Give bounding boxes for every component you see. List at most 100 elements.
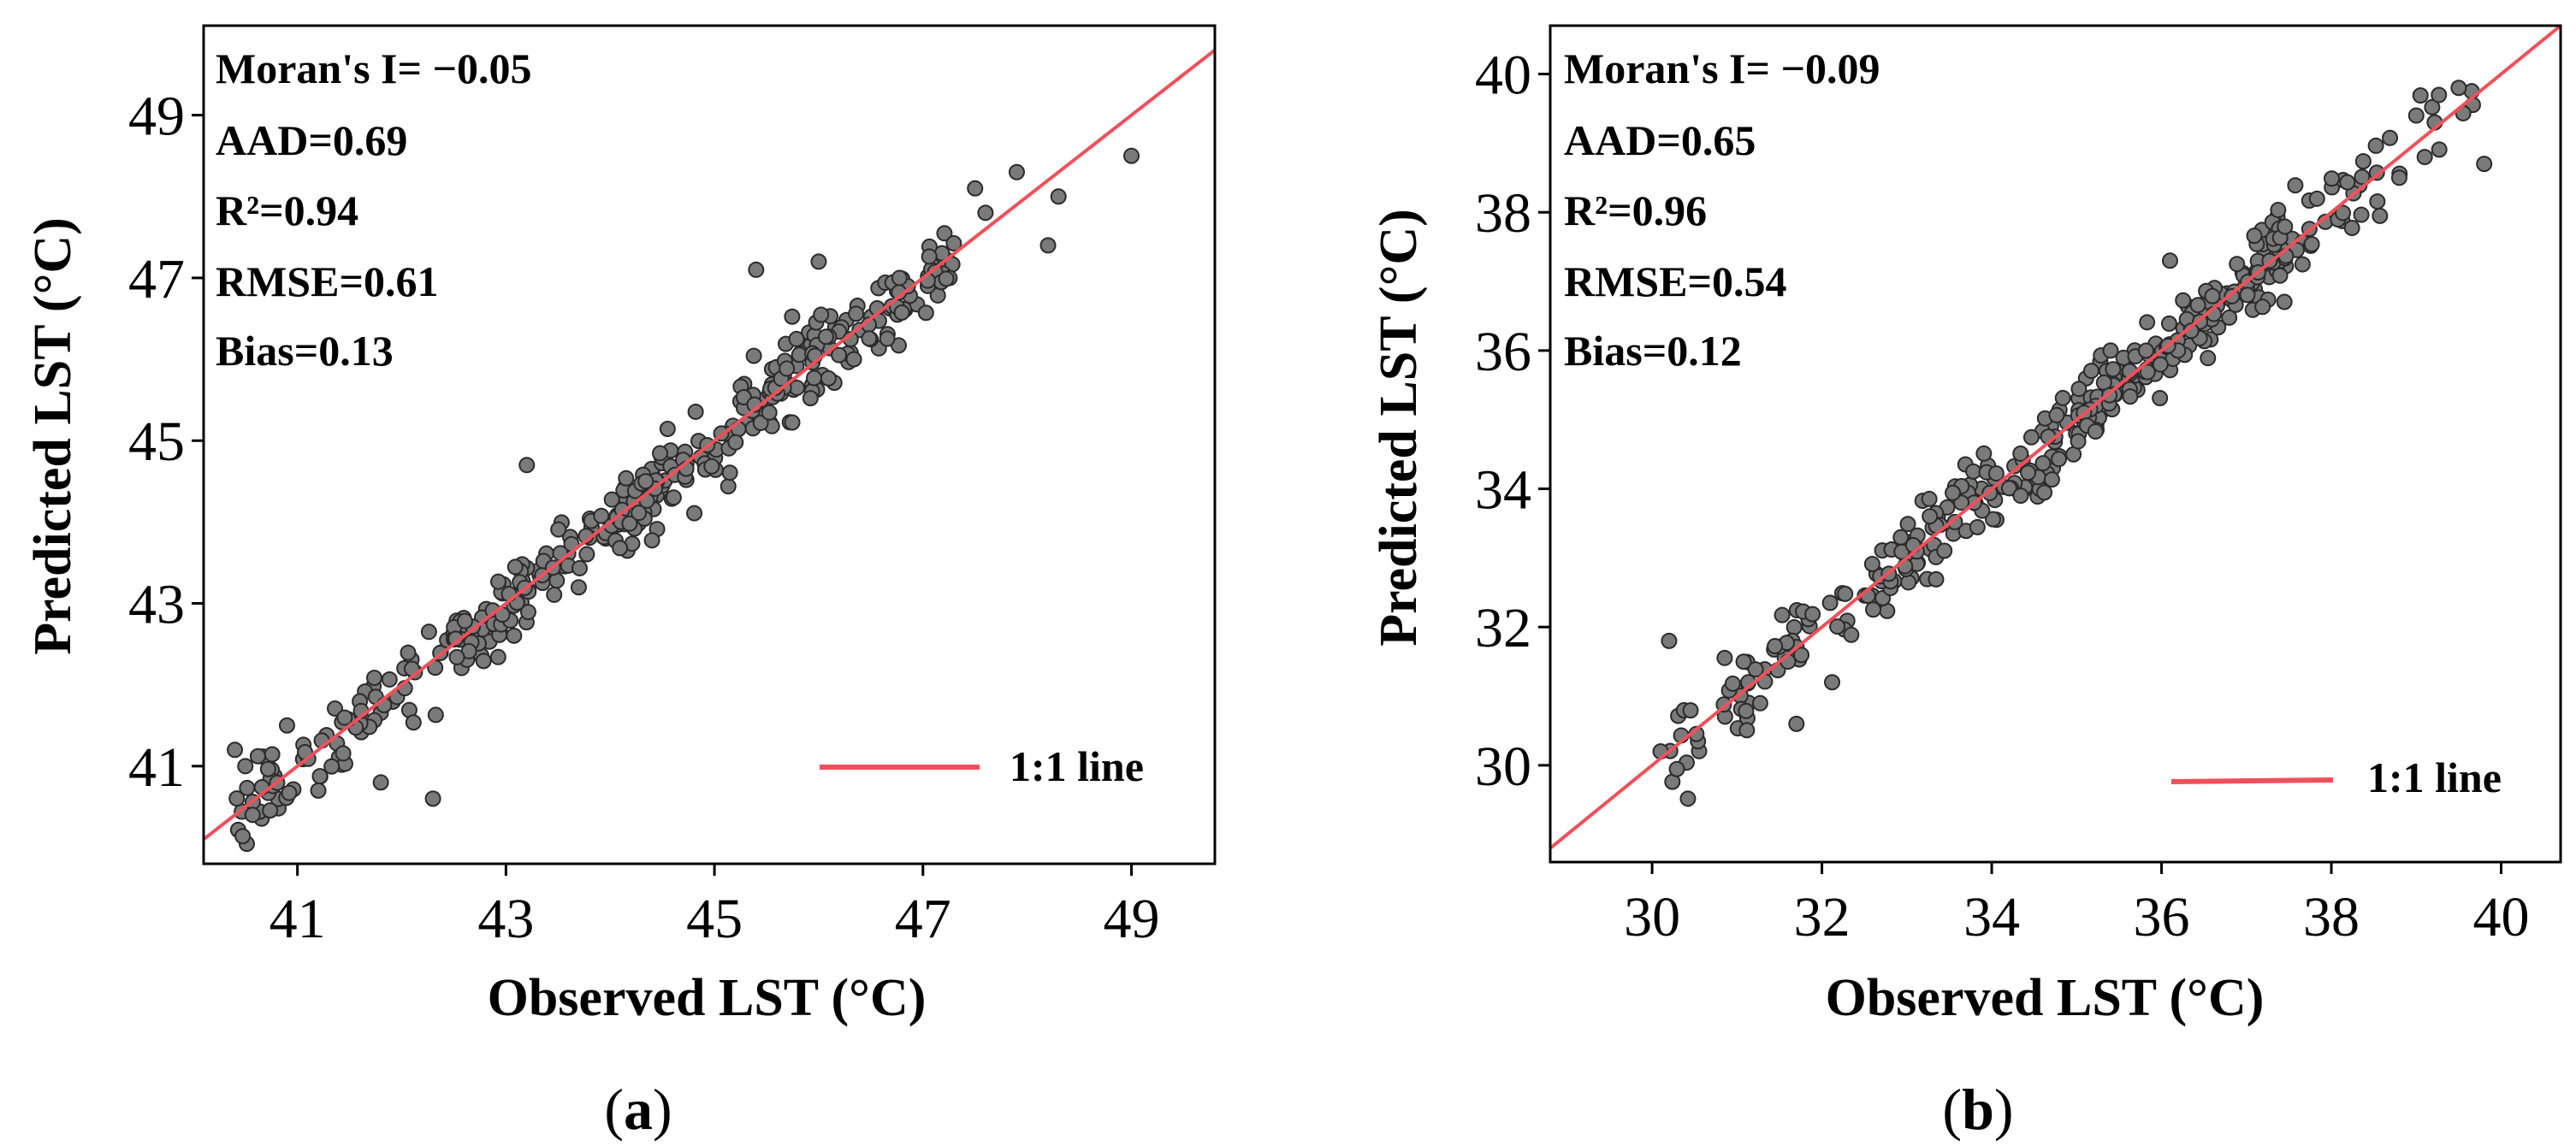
data-point — [264, 746, 281, 763]
data-point — [831, 346, 848, 363]
panel-a-reference-line — [202, 48, 1217, 842]
data-point — [2137, 342, 2154, 359]
data-point — [2476, 156, 2493, 173]
data-point — [2152, 389, 2169, 406]
data-point — [2353, 206, 2370, 223]
data-point — [1965, 463, 1982, 480]
data-point — [249, 747, 266, 765]
data-point — [2012, 445, 2029, 462]
data-point — [2054, 389, 2071, 406]
x-tick-label: 38 — [2303, 886, 2360, 948]
data-point — [2323, 170, 2340, 187]
data-point — [1767, 638, 1784, 655]
panel-b-plot-area: 30 32 34 36 38 40 30 32 34 36 38 40 Moran's I= −0.0… — [1475, 24, 2562, 948]
data-point — [2122, 388, 2139, 405]
data-point — [893, 304, 910, 321]
data-point — [938, 270, 955, 287]
data-point — [806, 369, 823, 387]
data-point — [2390, 169, 2407, 186]
data-point — [2034, 455, 2052, 472]
data-point — [612, 540, 629, 557]
data-point — [227, 741, 244, 759]
data-point — [1751, 694, 1768, 712]
panel-a-points — [227, 147, 1140, 853]
data-point — [278, 717, 295, 734]
data-point — [2239, 286, 2256, 304]
data-point — [1985, 511, 2002, 528]
data-point — [2308, 190, 2325, 207]
data-point — [323, 758, 341, 775]
x-tick-label: 30 — [1624, 886, 1680, 948]
data-point — [879, 330, 896, 347]
panel-b-stat-morans-i: Moran's I= −0.09 — [1564, 44, 1880, 92]
data-point — [550, 521, 567, 538]
data-point — [2070, 381, 2087, 398]
data-point — [2229, 256, 2246, 273]
data-point — [945, 235, 962, 252]
y-tick-label: 34 — [1475, 459, 1531, 522]
data-point — [2070, 433, 2087, 450]
data-point — [228, 790, 246, 807]
data-point — [813, 306, 830, 323]
data-point — [1921, 490, 1938, 507]
data-point — [237, 758, 254, 775]
x-tick-label: 32 — [1794, 886, 1851, 948]
data-point — [1975, 445, 1993, 462]
data-point — [2270, 202, 2287, 219]
data-point — [1008, 163, 1025, 180]
data-point — [748, 261, 765, 278]
data-point — [1747, 661, 1764, 678]
data-point — [1738, 702, 1755, 719]
data-point — [1679, 790, 1697, 807]
panel-b-legend-line-swatch — [2170, 777, 2334, 784]
panel-b-reference-line — [1549, 24, 2562, 850]
panel-b-stats: Moran's I= −0.09 AAD=0.65 R²=0.96 RMSE=0… — [1564, 44, 1880, 375]
panel-b-frame — [1549, 24, 2562, 864]
data-point — [2022, 428, 2040, 446]
data-point — [2372, 207, 2389, 224]
panel-a-stat-morans-i: Moran's I= −0.05 — [216, 44, 531, 92]
data-point — [2431, 141, 2448, 158]
panel-b-ticks: 30 32 34 36 38 40 30 32 34 36 38 40 — [1475, 44, 2530, 948]
panel-b-stat-r2: R²=0.96 — [1564, 186, 1707, 234]
data-point — [327, 700, 344, 717]
data-point — [2354, 168, 2371, 186]
data-point — [1865, 601, 1882, 618]
data-point — [603, 491, 620, 508]
data-point — [244, 806, 261, 824]
data-point — [727, 434, 744, 451]
y-tick-label: 32 — [1475, 597, 1531, 659]
data-point — [845, 351, 862, 368]
x-tick-label: 45 — [686, 888, 743, 950]
data-point — [310, 782, 327, 799]
data-point — [2105, 361, 2122, 378]
data-point — [2416, 149, 2433, 166]
data-point — [788, 330, 805, 347]
y-tick-label: 49 — [128, 86, 185, 148]
data-point — [618, 470, 635, 487]
data-point — [2339, 174, 2356, 191]
data-point — [1928, 570, 1945, 588]
data-point — [721, 464, 738, 481]
data-point — [791, 346, 808, 363]
panel-b-stat-rmse: RMSE=0.54 — [1564, 257, 1786, 305]
data-point — [2051, 451, 2068, 468]
data-point — [2246, 227, 2263, 245]
data-point — [917, 304, 934, 322]
data-point — [2287, 177, 2304, 194]
data-point — [427, 706, 444, 724]
x-tick-label: 49 — [1104, 888, 1160, 950]
data-point — [2343, 220, 2360, 237]
data-point — [506, 627, 523, 644]
panel-b-points — [1652, 80, 2493, 807]
data-point — [1936, 542, 1953, 559]
x-tick-label: 34 — [1963, 886, 2020, 948]
data-point — [631, 505, 648, 522]
data-point — [2224, 287, 2241, 304]
data-point — [2139, 363, 2156, 381]
data-point — [745, 347, 762, 364]
data-point — [578, 546, 595, 563]
panel-a-legend-label: 1:1 line — [1010, 742, 1144, 790]
y-tick-label: 43 — [128, 574, 185, 636]
